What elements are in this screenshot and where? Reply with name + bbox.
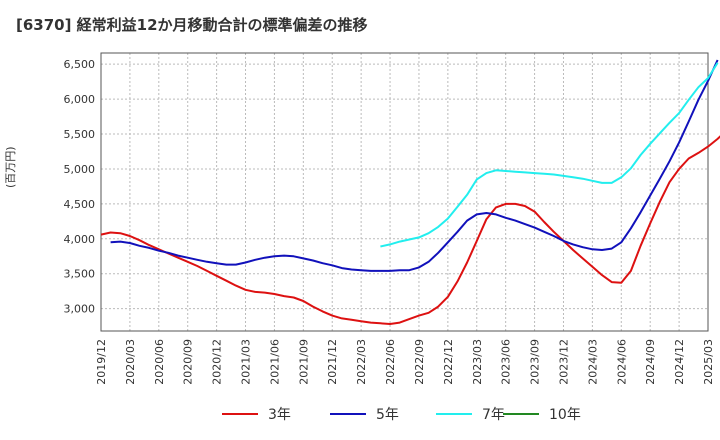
x-tick-label: 2022/12 — [442, 339, 455, 385]
y-tick-label: 3,500 — [64, 268, 96, 281]
y-tick-label: 4,000 — [64, 233, 96, 246]
legend-item-7年: 7年 — [436, 402, 505, 426]
x-tick-label: 2022/09 — [413, 339, 426, 385]
legend-item-10年: 10年 — [503, 402, 581, 426]
x-tick-label: 2021/06 — [268, 339, 281, 385]
y-tick-label: 5,500 — [64, 128, 96, 141]
plot-area-frame — [100, 52, 709, 332]
x-tick-label: 2020/12 — [211, 339, 224, 385]
series-line-7年 — [380, 62, 719, 248]
x-tick-label: 2023/06 — [500, 339, 513, 385]
x-tick-label: 2020/03 — [124, 339, 137, 385]
legend-label: 10年 — [549, 407, 581, 423]
x-tick-label: 2023/03 — [471, 339, 484, 385]
y-tick-label: 6,000 — [64, 93, 96, 106]
series-line-5年 — [110, 59, 719, 272]
legend-item-5年: 5年 — [330, 402, 399, 426]
y-tick-label: 6,500 — [64, 58, 96, 71]
legend-swatch — [436, 413, 472, 415]
x-tick-label: 2021/09 — [297, 339, 310, 385]
legend-swatch — [503, 413, 539, 415]
x-tick-label: 2024/12 — [673, 339, 686, 385]
y-tick-label: 5,000 — [64, 163, 96, 176]
x-tick-label: 2024/06 — [615, 339, 628, 385]
legend-label: 5年 — [376, 407, 399, 423]
x-tick-label: 2021/03 — [240, 339, 253, 385]
y-tick-label: 4,500 — [64, 198, 96, 211]
x-tick-label: 2024/09 — [644, 339, 657, 385]
x-tick-label: 2020/06 — [153, 339, 166, 385]
legend-label: 3年 — [268, 407, 291, 423]
grid-layer — [100, 53, 709, 331]
series-layer — [100, 59, 720, 325]
x-tick-label: 2023/12 — [557, 339, 570, 385]
x-tick-label: 2023/09 — [529, 339, 542, 385]
legend-swatch — [330, 413, 366, 415]
chart-title: [6370] 経常利益12か月移動合計の標準偏差の推移 — [16, 16, 368, 34]
x-tick-label: 2021/12 — [326, 339, 339, 385]
legend-item-3年: 3年 — [222, 402, 291, 426]
x-tick-label: 2022/03 — [355, 339, 368, 385]
legend-swatch — [222, 413, 258, 415]
x-tick-label: 2024/03 — [586, 339, 599, 385]
y-tick-labels: 3,000 3,500 4,000 4,500 5,000 5,500 6,000 6,500 — [64, 58, 96, 315]
legend-label: 7年 — [482, 407, 505, 423]
series-line-3年 — [100, 135, 720, 325]
x-tick-label: 2022/06 — [384, 339, 397, 385]
x-tick-label: 2025/03 — [702, 339, 715, 385]
y-tick-label: 3,000 — [64, 303, 96, 316]
x-tick-label: 2020/09 — [182, 339, 195, 385]
x-tick-label: 2019/12 — [95, 339, 108, 385]
x-tick-labels: 2019/12 2020/03 2020/06 2020/09 2020/12 2021/… — [95, 339, 715, 385]
chart-legend: 3年 5年 7年 10年 — [0, 402, 720, 426]
